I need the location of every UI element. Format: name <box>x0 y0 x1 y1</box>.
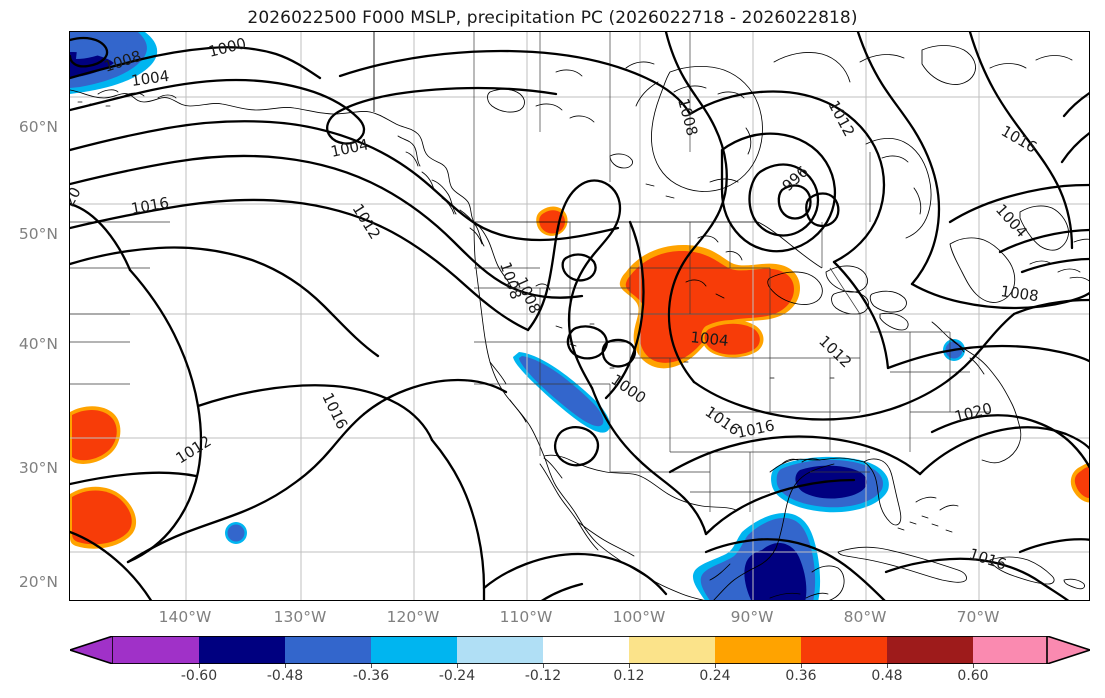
xtick-label-110w: 110°W <box>499 608 553 626</box>
svg-text:1012: 1012 <box>349 201 385 243</box>
colorbar-tickmark <box>887 664 888 668</box>
colorbar-tickmark <box>199 664 200 668</box>
colorbar[interactable]: -0.60 -0.48 -0.36 -0.24 -0.12 0.12 0.24 … <box>69 635 1091 684</box>
colorbar-tickmark <box>973 664 974 668</box>
shade-southwest-negative <box>513 352 611 433</box>
colorbar-seg-4 <box>457 636 543 664</box>
shade-pacific-dot-negative <box>225 522 247 544</box>
mslp-isobars <box>70 32 1089 600</box>
colorbar-tick-label-2: -0.36 <box>352 668 390 684</box>
isobar-labels: 1008 1004 1000 1004 1016 20 1012 1008 10… <box>69 34 1040 574</box>
svg-text:1004: 1004 <box>329 135 370 161</box>
map-inner: 1008 1004 1000 1004 1016 20 1012 1008 10… <box>70 32 1089 600</box>
xtick-label-140w: 140°W <box>158 608 212 626</box>
svg-text:1004: 1004 <box>130 67 170 90</box>
colorbar-tick-label-5: 0.12 <box>613 668 645 684</box>
map-political-borders <box>70 32 990 512</box>
colorbar-tick-label-9: 0.60 <box>957 668 989 684</box>
colorbar-tickmark <box>543 664 544 668</box>
colorbar-seg-0 <box>113 636 199 664</box>
xtick-label-80w: 80°W <box>843 608 887 626</box>
colorbar-seg-7 <box>715 636 801 664</box>
map-gridlines <box>70 32 1089 600</box>
colorbar-tick-label-3: -0.24 <box>438 668 476 684</box>
svg-text:1012: 1012 <box>173 432 215 468</box>
colorbar-swatches <box>69 635 1091 665</box>
xtick-label-70w: 70°W <box>956 608 1000 626</box>
xtick-label-100w: 100°W <box>612 608 666 626</box>
svg-text:20: 20 <box>69 184 85 209</box>
shade-pacific-positive-south <box>70 486 137 549</box>
colorbar-tickmark <box>371 664 372 668</box>
svg-text:1012: 1012 <box>815 332 855 371</box>
colorbar-seg-6 <box>629 636 715 664</box>
shade-southern-mexico-negative <box>693 513 821 600</box>
colorbar-seg-3 <box>371 636 457 664</box>
colorbar-segments <box>69 635 1091 665</box>
colorbar-extend-max <box>1046 635 1091 665</box>
ytick-label-60n: 60°N <box>18 118 58 136</box>
xtick-label-130w: 130°W <box>273 608 327 626</box>
svg-text:1016: 1016 <box>967 545 1009 574</box>
colorbar-tickmark <box>801 664 802 668</box>
colorbar-seg-1 <box>199 636 285 664</box>
svg-text:1016: 1016 <box>130 194 171 218</box>
colorbar-tickmark <box>715 664 716 668</box>
map-graphics: 1008 1004 1000 1004 1016 20 1012 1008 10… <box>69 32 1089 600</box>
ytick-label-20n: 20°N <box>18 573 58 591</box>
colorbar-tickmark <box>629 664 630 668</box>
colorbar-tickmark <box>285 664 286 668</box>
ytick-label-40n: 40°N <box>18 335 58 353</box>
colorbar-tick-label-6: 0.24 <box>699 668 731 684</box>
svg-text:1000: 1000 <box>207 34 248 61</box>
svg-text:1008: 1008 <box>674 96 701 138</box>
shade-midwest-positive <box>619 245 800 369</box>
colorbar-tick-label-8: 0.48 <box>871 668 903 684</box>
svg-text:1004: 1004 <box>690 328 730 350</box>
map-plot-area[interactable]: 1008 1004 1000 1004 1016 20 1012 1008 10… <box>69 31 1090 601</box>
shade-gulf-alaska-negative <box>70 32 158 94</box>
colorbar-tick-label-0: -0.60 <box>180 668 218 684</box>
colorbar-extend-min <box>69 635 114 665</box>
svg-text:1000: 1000 <box>608 371 650 408</box>
colorbar-tickmark <box>457 664 458 668</box>
svg-text:1008: 1008 <box>999 282 1039 305</box>
svg-text:1020: 1020 <box>953 399 994 426</box>
colorbar-seg-10 <box>973 636 1047 664</box>
colorbar-seg-2 <box>285 636 371 664</box>
xtick-label-120w: 120°W <box>386 608 440 626</box>
ytick-label-30n: 30°N <box>18 459 58 477</box>
colorbar-tick-label-4: -0.12 <box>524 668 562 684</box>
svg-text:1004: 1004 <box>992 201 1031 241</box>
colorbar-seg-5 <box>543 636 629 664</box>
colorbar-tick-label-1: -0.48 <box>266 668 304 684</box>
shade-ohio-valley-positive <box>701 320 764 358</box>
map-coastlines <box>70 45 1089 600</box>
xtick-label-90w: 90°W <box>730 608 774 626</box>
shade-pacific-positive-north <box>70 406 121 464</box>
colorbar-seg-9 <box>887 636 973 664</box>
shade-atlantic-edge-positive <box>1070 462 1089 503</box>
colorbar-seg-8 <box>801 636 887 664</box>
colorbar-tick-label-7: 0.36 <box>785 668 817 684</box>
page-title: 2026022500 F000 MSLP, precipitation PC (… <box>247 8 858 28</box>
ytick-label-50n: 50°N <box>18 225 58 243</box>
svg-text:1016: 1016 <box>318 390 351 432</box>
